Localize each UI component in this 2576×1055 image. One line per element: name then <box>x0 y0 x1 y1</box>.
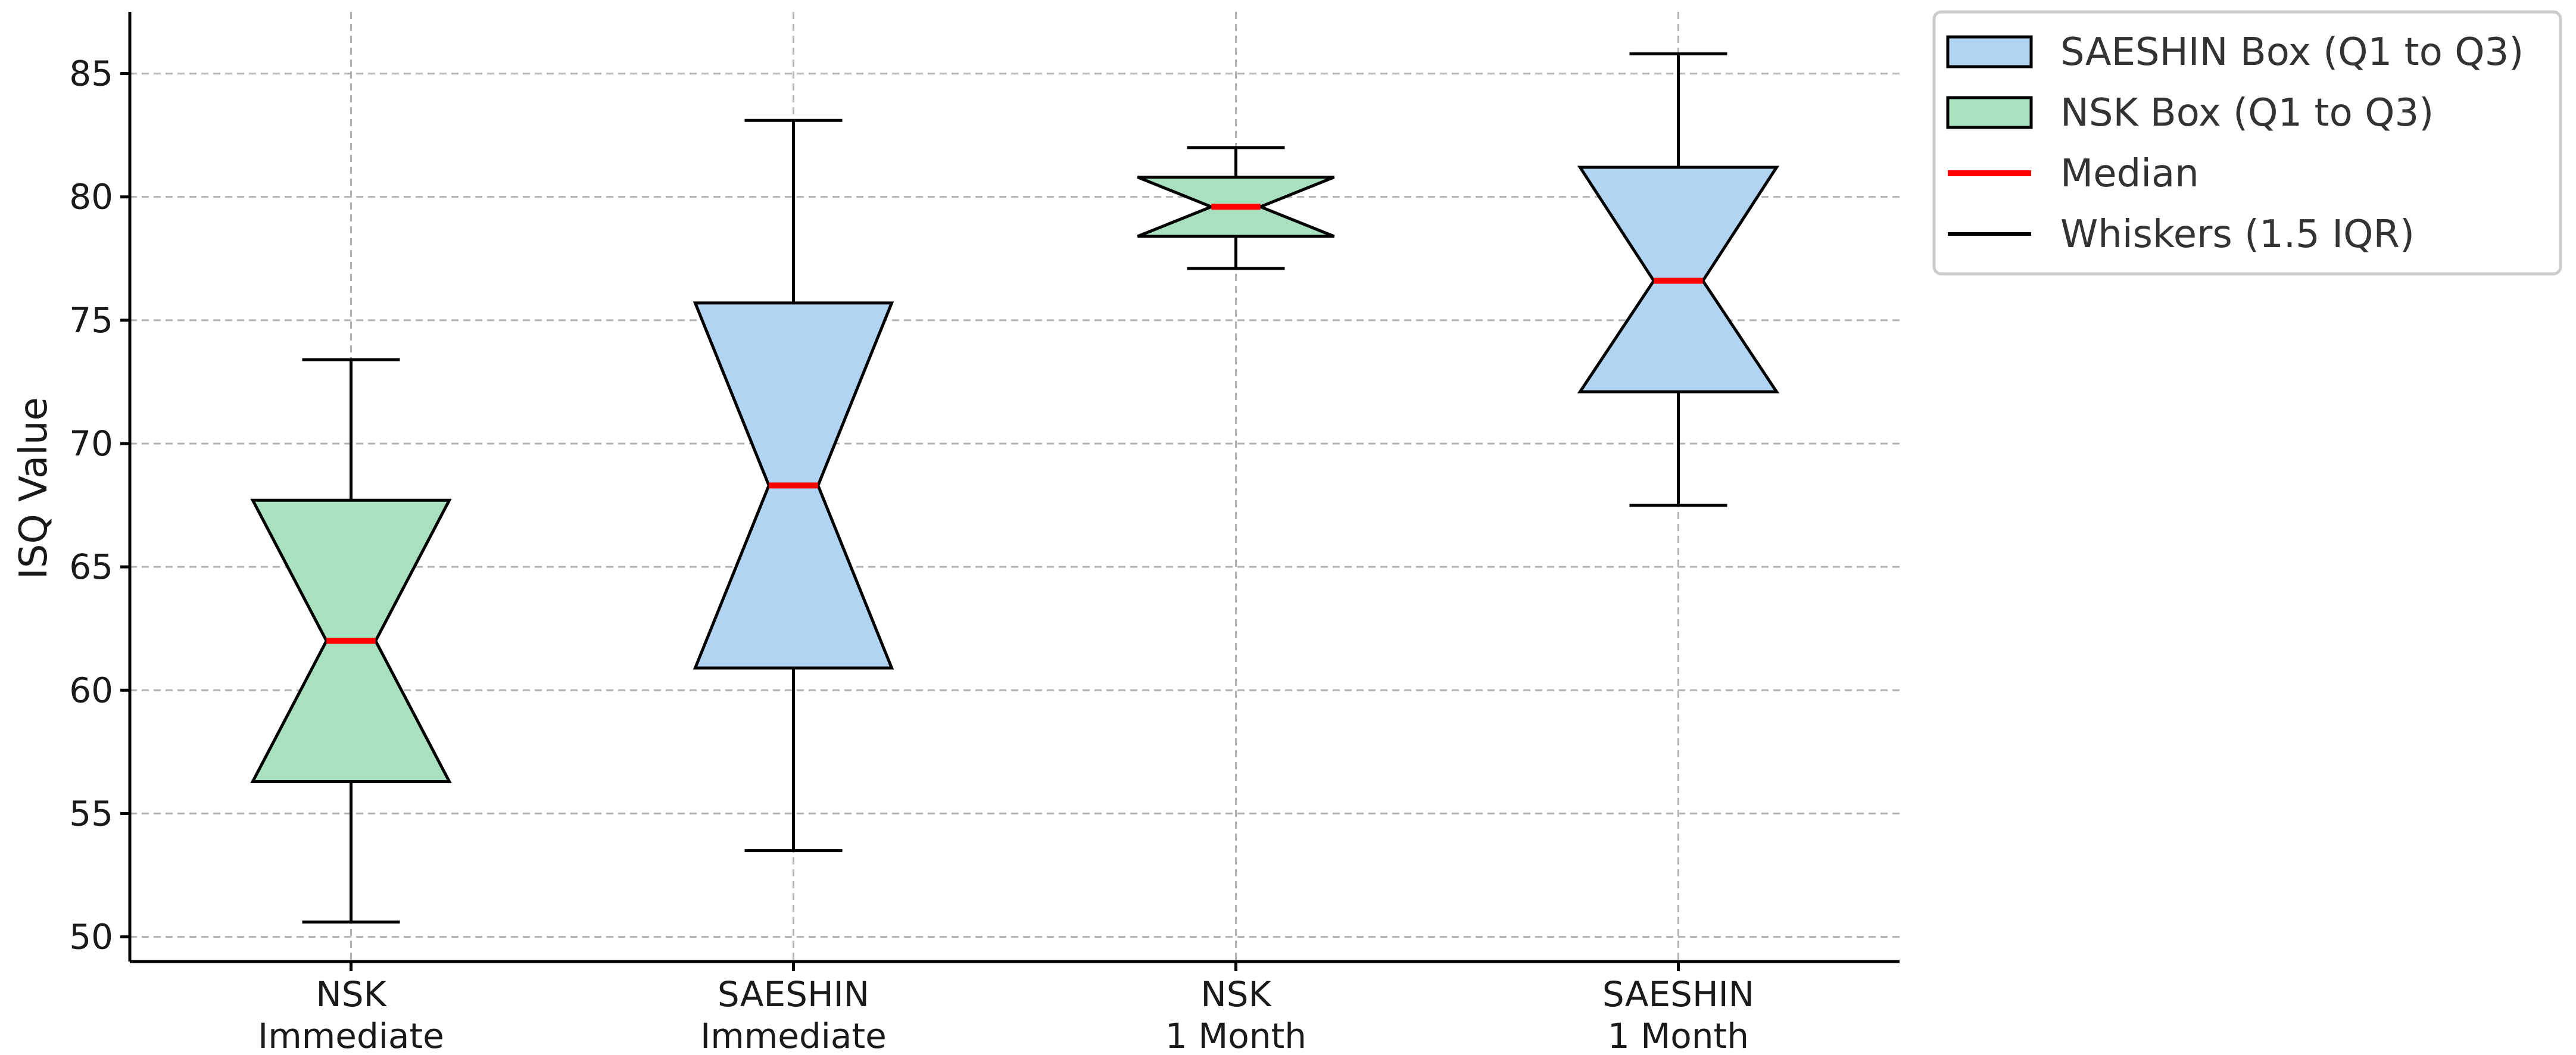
legend-entry: Median <box>1948 152 2199 196</box>
legend-swatch <box>1946 35 2033 68</box>
legend-label: NSK Box (Q1 to Q3) <box>2060 91 2434 135</box>
x-tick-label: SAESHIN 1 Month <box>1602 974 1754 1055</box>
y-tick-label: 85 <box>69 54 113 94</box>
x-tick-label-line: Immediate <box>700 1016 887 1055</box>
legend-label: SAESHIN Box (Q1 to Q3) <box>2060 30 2524 74</box>
x-tick-label-line: NSK <box>316 974 387 1015</box>
y-tick-label: 80 <box>69 177 113 217</box>
grid <box>130 12 1900 962</box>
legend: SAESHIN Box (Q1 to Q3) NSK Box (Q1 to Q3)… <box>1932 10 2562 276</box>
legend-label: Whiskers (1.5 IQR) <box>2060 213 2415 257</box>
box-group <box>693 118 894 853</box>
y-axis-title: ISQ Value <box>12 397 56 579</box>
y-tick-label: 65 <box>69 547 113 587</box>
legend-entry: Whiskers (1.5 IQR) <box>1948 213 2415 257</box>
legend-label: Median <box>2060 152 2199 196</box>
x-tick-label-line: Immediate <box>258 1016 444 1055</box>
box-group <box>250 358 452 924</box>
box-group <box>1577 52 1780 507</box>
y-tick-label: 75 <box>69 300 113 341</box>
x-tick-label-line: 1 Month <box>1165 1016 1306 1055</box>
y-tick-label: 60 <box>69 670 113 710</box>
boxes <box>250 52 1780 924</box>
y-tick-label: 50 <box>69 917 113 957</box>
legend-entry: NSK Box (Q1 to Q3) <box>1946 91 2434 135</box>
x-tick-label: SAESHIN Immediate <box>700 974 887 1055</box>
x-tick-label-line: SAESHIN <box>1602 974 1754 1015</box>
legend-frame <box>1932 10 2562 276</box>
y-tick-label: 55 <box>69 793 113 834</box>
x-tick-label-line: 1 Month <box>1608 1016 1749 1055</box>
x-tick-label-line: SAESHIN <box>718 974 869 1015</box>
legend-entry: SAESHIN Box (Q1 to Q3) <box>1946 30 2524 74</box>
legend-swatch <box>1946 96 2033 129</box>
y-tick-label: 70 <box>69 423 113 464</box>
axes <box>120 12 1900 971</box>
x-tick-label-line: NSK <box>1200 974 1272 1015</box>
x-tick-label: NSK 1 Month <box>1165 974 1306 1055</box>
box-group <box>1137 146 1335 270</box>
x-tick-label: NSK Immediate <box>258 974 444 1055</box>
